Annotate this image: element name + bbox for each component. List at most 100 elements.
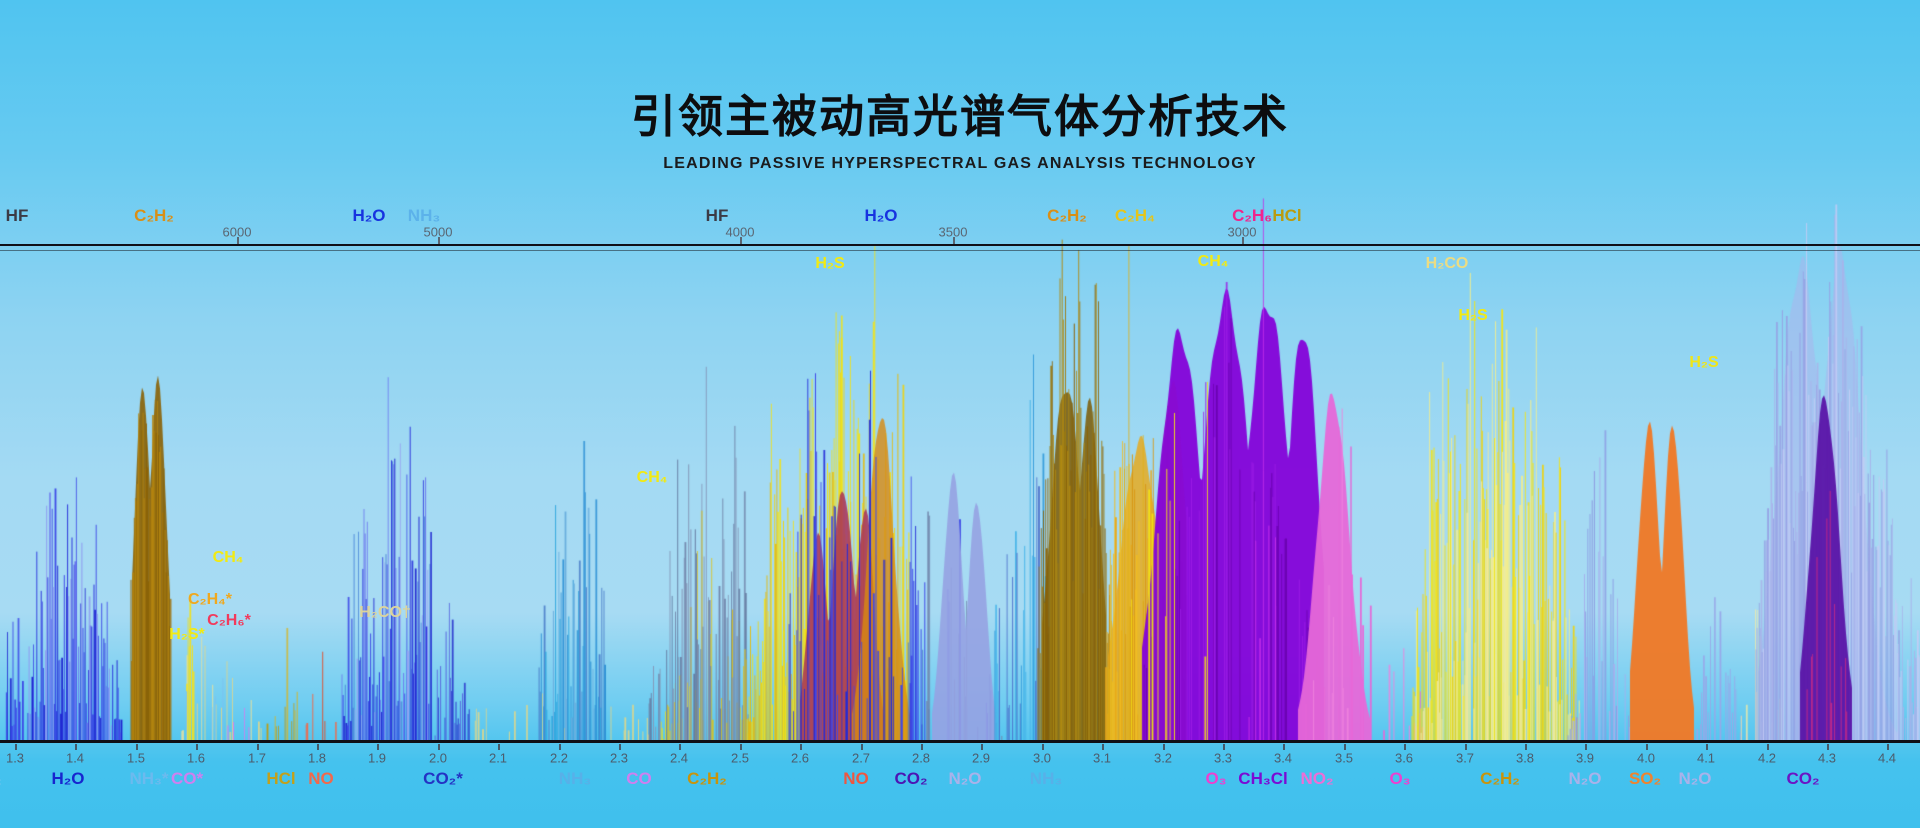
bottom-axis-tick bbox=[1767, 744, 1769, 750]
bottom-axis-tick bbox=[679, 744, 681, 750]
bottom-axis-tick bbox=[1102, 744, 1104, 750]
bottom-axis-tick-label: 1.7 bbox=[247, 750, 267, 766]
bottom-gas-label: NH₃* bbox=[129, 769, 169, 788]
bottom-axis-tick-label: 2.5 bbox=[730, 750, 750, 766]
bottom-axis-tick bbox=[257, 744, 259, 750]
bottom-axis-tick-label: 3.8 bbox=[1515, 750, 1535, 766]
bottom-gas-label: O₃ bbox=[1389, 769, 1411, 788]
bottom-axis-tick bbox=[740, 744, 742, 750]
bottom-axis-tick bbox=[921, 744, 923, 750]
bottom-axis-tick bbox=[317, 744, 319, 750]
bottom-axis-tick bbox=[1525, 744, 1527, 750]
bottom-axis-tick bbox=[438, 744, 440, 750]
spectrum-annotation: CH₄ bbox=[212, 549, 244, 566]
top-gas-label: NH₃ bbox=[407, 206, 441, 225]
bottom-axis-tick bbox=[981, 744, 983, 750]
bottom-axis-tick bbox=[1646, 744, 1648, 750]
top-axis-tick-label: 4000 bbox=[725, 224, 755, 240]
spectrum-annotation: H₂S bbox=[815, 255, 845, 272]
bottom-axis-tick bbox=[377, 744, 379, 750]
spectrum-annotation: H₂CO bbox=[1425, 255, 1469, 272]
bottom-axis-tick bbox=[800, 744, 802, 750]
bottom-gas-label: CO* bbox=[170, 769, 204, 788]
top-axis-tick-label: 5000 bbox=[423, 224, 453, 240]
bottom-axis-tick bbox=[136, 744, 138, 750]
bottom-axis-tick bbox=[1163, 744, 1165, 750]
spectrum-annotation: CH₄ bbox=[636, 469, 668, 486]
top-axis-tick-label: 3000 bbox=[1227, 224, 1257, 240]
bottom-axis-tick bbox=[1404, 744, 1406, 750]
top-axis-tick-label: 6000 bbox=[222, 224, 252, 240]
bottom-axis-tick bbox=[1223, 744, 1225, 750]
top-axis-tick bbox=[237, 237, 239, 244]
bottom-axis-tick bbox=[15, 744, 17, 750]
bottom-axis-tick bbox=[1585, 744, 1587, 750]
top-gas-label: HF bbox=[705, 206, 729, 225]
bottom-axis-tick-label: 1.9 bbox=[367, 750, 387, 766]
bottom-axis-tick-label: 2.4 bbox=[669, 750, 689, 766]
bottom-gas-label: CO₂ bbox=[894, 769, 928, 788]
bottom-axis-tick bbox=[498, 744, 500, 750]
bottom-axis-tick-label: 3.0 bbox=[1032, 750, 1052, 766]
bottom-axis-tick bbox=[619, 744, 621, 750]
bottom-gas-label: H₂O bbox=[51, 769, 85, 788]
bottom-axis-tick-label: 1.4 bbox=[65, 750, 85, 766]
bottom-axis-tick-label: 4.4 bbox=[1877, 750, 1897, 766]
top-gas-label: C₂H₂ bbox=[134, 206, 174, 225]
bottom-axis-tick bbox=[1283, 744, 1285, 750]
bottom-gas-label: O₂ bbox=[0, 769, 1, 789]
top-axis-subline bbox=[0, 250, 1920, 251]
bottom-axis-tick-label: 1.3 bbox=[5, 750, 25, 766]
bottom-axis-tick bbox=[1887, 744, 1889, 750]
bottom-axis-tick-label: 3.6 bbox=[1394, 750, 1414, 766]
bottom-axis-tick bbox=[1465, 744, 1467, 750]
bottom-gas-label: NO₂ bbox=[1300, 769, 1334, 788]
bottom-gas-label: NH₃ bbox=[1029, 769, 1063, 788]
bottom-axis-tick-label: 3.1 bbox=[1092, 750, 1112, 766]
bottom-axis-tick bbox=[1042, 744, 1044, 750]
bottom-gas-label: CO₂* bbox=[423, 769, 463, 788]
bottom-axis-tick-label: 3.3 bbox=[1213, 750, 1233, 766]
top-gas-label: HCl bbox=[1272, 206, 1302, 225]
bottom-gas-label: N₂O bbox=[948, 769, 982, 788]
bottom-axis-tick-label: 1.8 bbox=[307, 750, 327, 766]
bottom-gas-label: N₂O bbox=[1568, 769, 1602, 788]
bottom-axis-tick-label: 1.6 bbox=[186, 750, 206, 766]
bottom-gas-label: HCl bbox=[266, 769, 296, 788]
bottom-axis-tick-label: 2.9 bbox=[971, 750, 991, 766]
top-gas-label: H₂O bbox=[352, 206, 386, 225]
bottom-gas-label: NO bbox=[308, 769, 334, 788]
bottom-gas-label: CO bbox=[626, 769, 652, 788]
bottom-axis-tick-label: 2.3 bbox=[609, 750, 629, 766]
bottom-gas-label: C₂H₂ bbox=[687, 769, 727, 788]
spectrum-annotation: H₂CO† bbox=[359, 604, 411, 621]
bottom-axis-tick bbox=[559, 744, 561, 750]
bottom-axis-tick-label: 1.5 bbox=[126, 750, 146, 766]
spectrum-annotation: C₂H₄* bbox=[187, 591, 233, 608]
spectrum-annotation: H₂S bbox=[1458, 307, 1488, 324]
top-axis-tick bbox=[1242, 237, 1244, 244]
spectrum-annotation: H₂S* bbox=[169, 626, 205, 643]
bottom-gas-label: CO₂ bbox=[1786, 769, 1820, 788]
bottom-axis-tick-label: 3.9 bbox=[1575, 750, 1595, 766]
spectrum-annotation: CH₄ bbox=[1197, 253, 1229, 270]
bottom-axis-tick-label: 2.7 bbox=[851, 750, 871, 766]
bottom-gas-label: CH₃Cl bbox=[1238, 769, 1288, 788]
bottom-axis-tick bbox=[1827, 744, 1829, 750]
bottom-axis-tick bbox=[1706, 744, 1708, 750]
bottom-axis-tick-label: 2.0 bbox=[428, 750, 448, 766]
top-axis-line bbox=[0, 244, 1920, 247]
top-gas-label: C₂H₄ bbox=[1114, 206, 1156, 225]
top-gas-label: C₂H₆ bbox=[1232, 206, 1272, 225]
bottom-gas-label: NH₃ bbox=[558, 769, 592, 788]
top-axis-tick-label: 3500 bbox=[938, 224, 968, 240]
top-gas-label: C₂H₂ bbox=[1047, 206, 1087, 225]
bottom-axis-tick-label: 2.1 bbox=[488, 750, 508, 766]
bottom-axis-tick-label: 2.2 bbox=[549, 750, 569, 766]
top-axis-tick bbox=[953, 237, 955, 244]
bottom-axis-tick-label: 3.4 bbox=[1273, 750, 1293, 766]
bottom-axis-tick-label: 3.2 bbox=[1153, 750, 1173, 766]
spectrum-annotation: C₂H₆* bbox=[207, 612, 251, 629]
